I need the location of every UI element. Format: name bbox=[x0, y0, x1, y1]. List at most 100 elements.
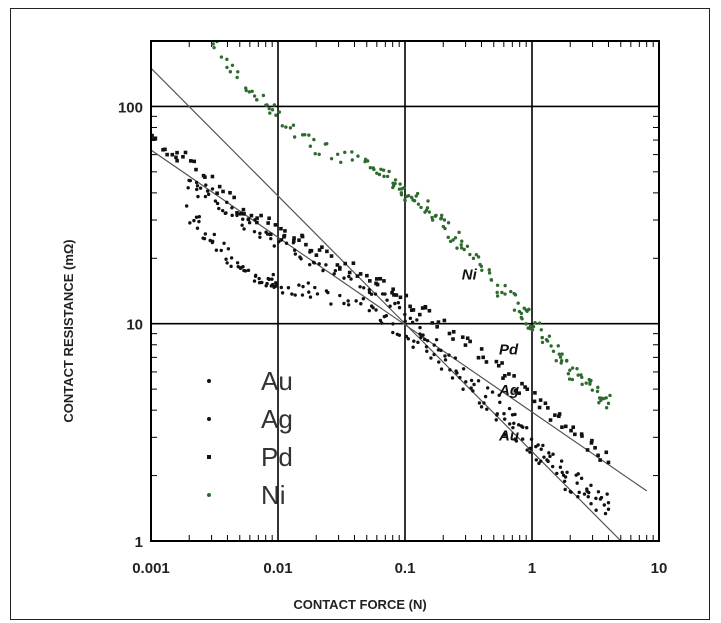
data-point bbox=[469, 386, 473, 390]
legend-marker bbox=[207, 493, 211, 497]
legend-marker bbox=[207, 417, 211, 421]
data-point bbox=[606, 501, 611, 505]
data-point bbox=[273, 281, 278, 285]
data-point bbox=[436, 348, 441, 352]
data-point bbox=[335, 152, 340, 156]
data-point bbox=[244, 88, 248, 93]
data-point bbox=[385, 298, 389, 302]
data-point bbox=[219, 55, 224, 59]
data-point bbox=[255, 98, 259, 102]
data-point bbox=[274, 113, 278, 117]
data-point bbox=[266, 221, 270, 225]
data-point bbox=[406, 194, 411, 198]
data-point bbox=[181, 155, 185, 159]
data-point bbox=[195, 184, 200, 188]
data-point bbox=[375, 282, 380, 287]
data-point bbox=[394, 293, 399, 297]
data-point bbox=[260, 280, 264, 285]
data-point bbox=[399, 193, 404, 197]
curve-label-pd: Pd bbox=[499, 342, 519, 359]
data-point bbox=[463, 343, 468, 347]
data-point bbox=[241, 217, 245, 221]
data-point bbox=[542, 455, 546, 459]
data-point bbox=[568, 489, 572, 494]
data-point bbox=[550, 464, 555, 469]
data-point bbox=[308, 262, 312, 267]
data-point bbox=[332, 272, 336, 276]
data-point bbox=[520, 437, 525, 441]
data-point bbox=[388, 304, 392, 308]
data-point bbox=[308, 295, 313, 299]
data-point bbox=[472, 382, 476, 387]
data-point bbox=[333, 268, 338, 273]
data-point bbox=[194, 215, 199, 219]
data-point bbox=[451, 330, 456, 334]
data-point bbox=[210, 174, 215, 179]
data-point bbox=[368, 279, 372, 283]
data-point bbox=[558, 465, 563, 469]
data-point bbox=[539, 328, 543, 332]
data-point bbox=[265, 232, 270, 236]
data-point bbox=[525, 448, 529, 452]
y-tick-label: 100 bbox=[118, 99, 143, 116]
data-point bbox=[265, 281, 269, 286]
data-point bbox=[279, 226, 283, 231]
data-point bbox=[390, 290, 394, 295]
data-point bbox=[588, 382, 592, 386]
data-point bbox=[579, 432, 584, 436]
data-point bbox=[555, 471, 559, 476]
data-point bbox=[225, 57, 229, 62]
data-point bbox=[373, 292, 378, 296]
data-point bbox=[163, 147, 167, 152]
data-point bbox=[408, 304, 412, 309]
data-point bbox=[460, 335, 465, 339]
data-point bbox=[384, 314, 389, 318]
data-point bbox=[403, 319, 407, 323]
data-point bbox=[570, 366, 575, 370]
data-point bbox=[188, 221, 192, 225]
data-point bbox=[271, 272, 275, 277]
data-point bbox=[516, 301, 520, 305]
data-point bbox=[484, 360, 489, 364]
data-point bbox=[418, 332, 422, 336]
legend: Au Ag Pd Ni bbox=[207, 366, 293, 510]
data-point bbox=[273, 223, 278, 227]
data-point bbox=[416, 340, 420, 345]
data-point bbox=[223, 211, 228, 216]
data-point bbox=[512, 374, 516, 378]
data-point bbox=[337, 267, 342, 271]
data-point bbox=[230, 213, 234, 218]
data-point bbox=[391, 330, 395, 335]
data-point bbox=[543, 401, 548, 406]
data-point bbox=[304, 242, 308, 247]
data-point bbox=[301, 284, 305, 289]
data-point bbox=[379, 167, 383, 171]
data-point bbox=[560, 352, 564, 356]
data-point bbox=[539, 447, 543, 451]
data-point bbox=[513, 389, 518, 393]
data-point bbox=[184, 204, 189, 208]
data-point bbox=[447, 353, 451, 357]
data-point bbox=[198, 186, 203, 190]
data-point bbox=[241, 264, 245, 269]
data-point bbox=[440, 213, 444, 218]
data-point bbox=[511, 425, 515, 430]
data-point bbox=[151, 133, 154, 138]
curve-label-ni: Ni bbox=[462, 266, 478, 283]
data-point bbox=[212, 232, 217, 237]
data-point bbox=[422, 337, 427, 342]
data-point bbox=[589, 441, 594, 445]
data-point bbox=[465, 244, 470, 249]
data-point bbox=[608, 393, 612, 398]
data-point bbox=[432, 352, 436, 357]
data-point bbox=[540, 335, 544, 340]
data-point bbox=[307, 133, 311, 137]
data-point bbox=[429, 356, 433, 360]
data-point bbox=[267, 216, 271, 221]
series-ni bbox=[211, 41, 612, 410]
data-point bbox=[451, 238, 455, 242]
data-point bbox=[599, 398, 603, 402]
data-point bbox=[224, 257, 228, 261]
data-point bbox=[502, 411, 506, 416]
data-point bbox=[476, 355, 481, 360]
